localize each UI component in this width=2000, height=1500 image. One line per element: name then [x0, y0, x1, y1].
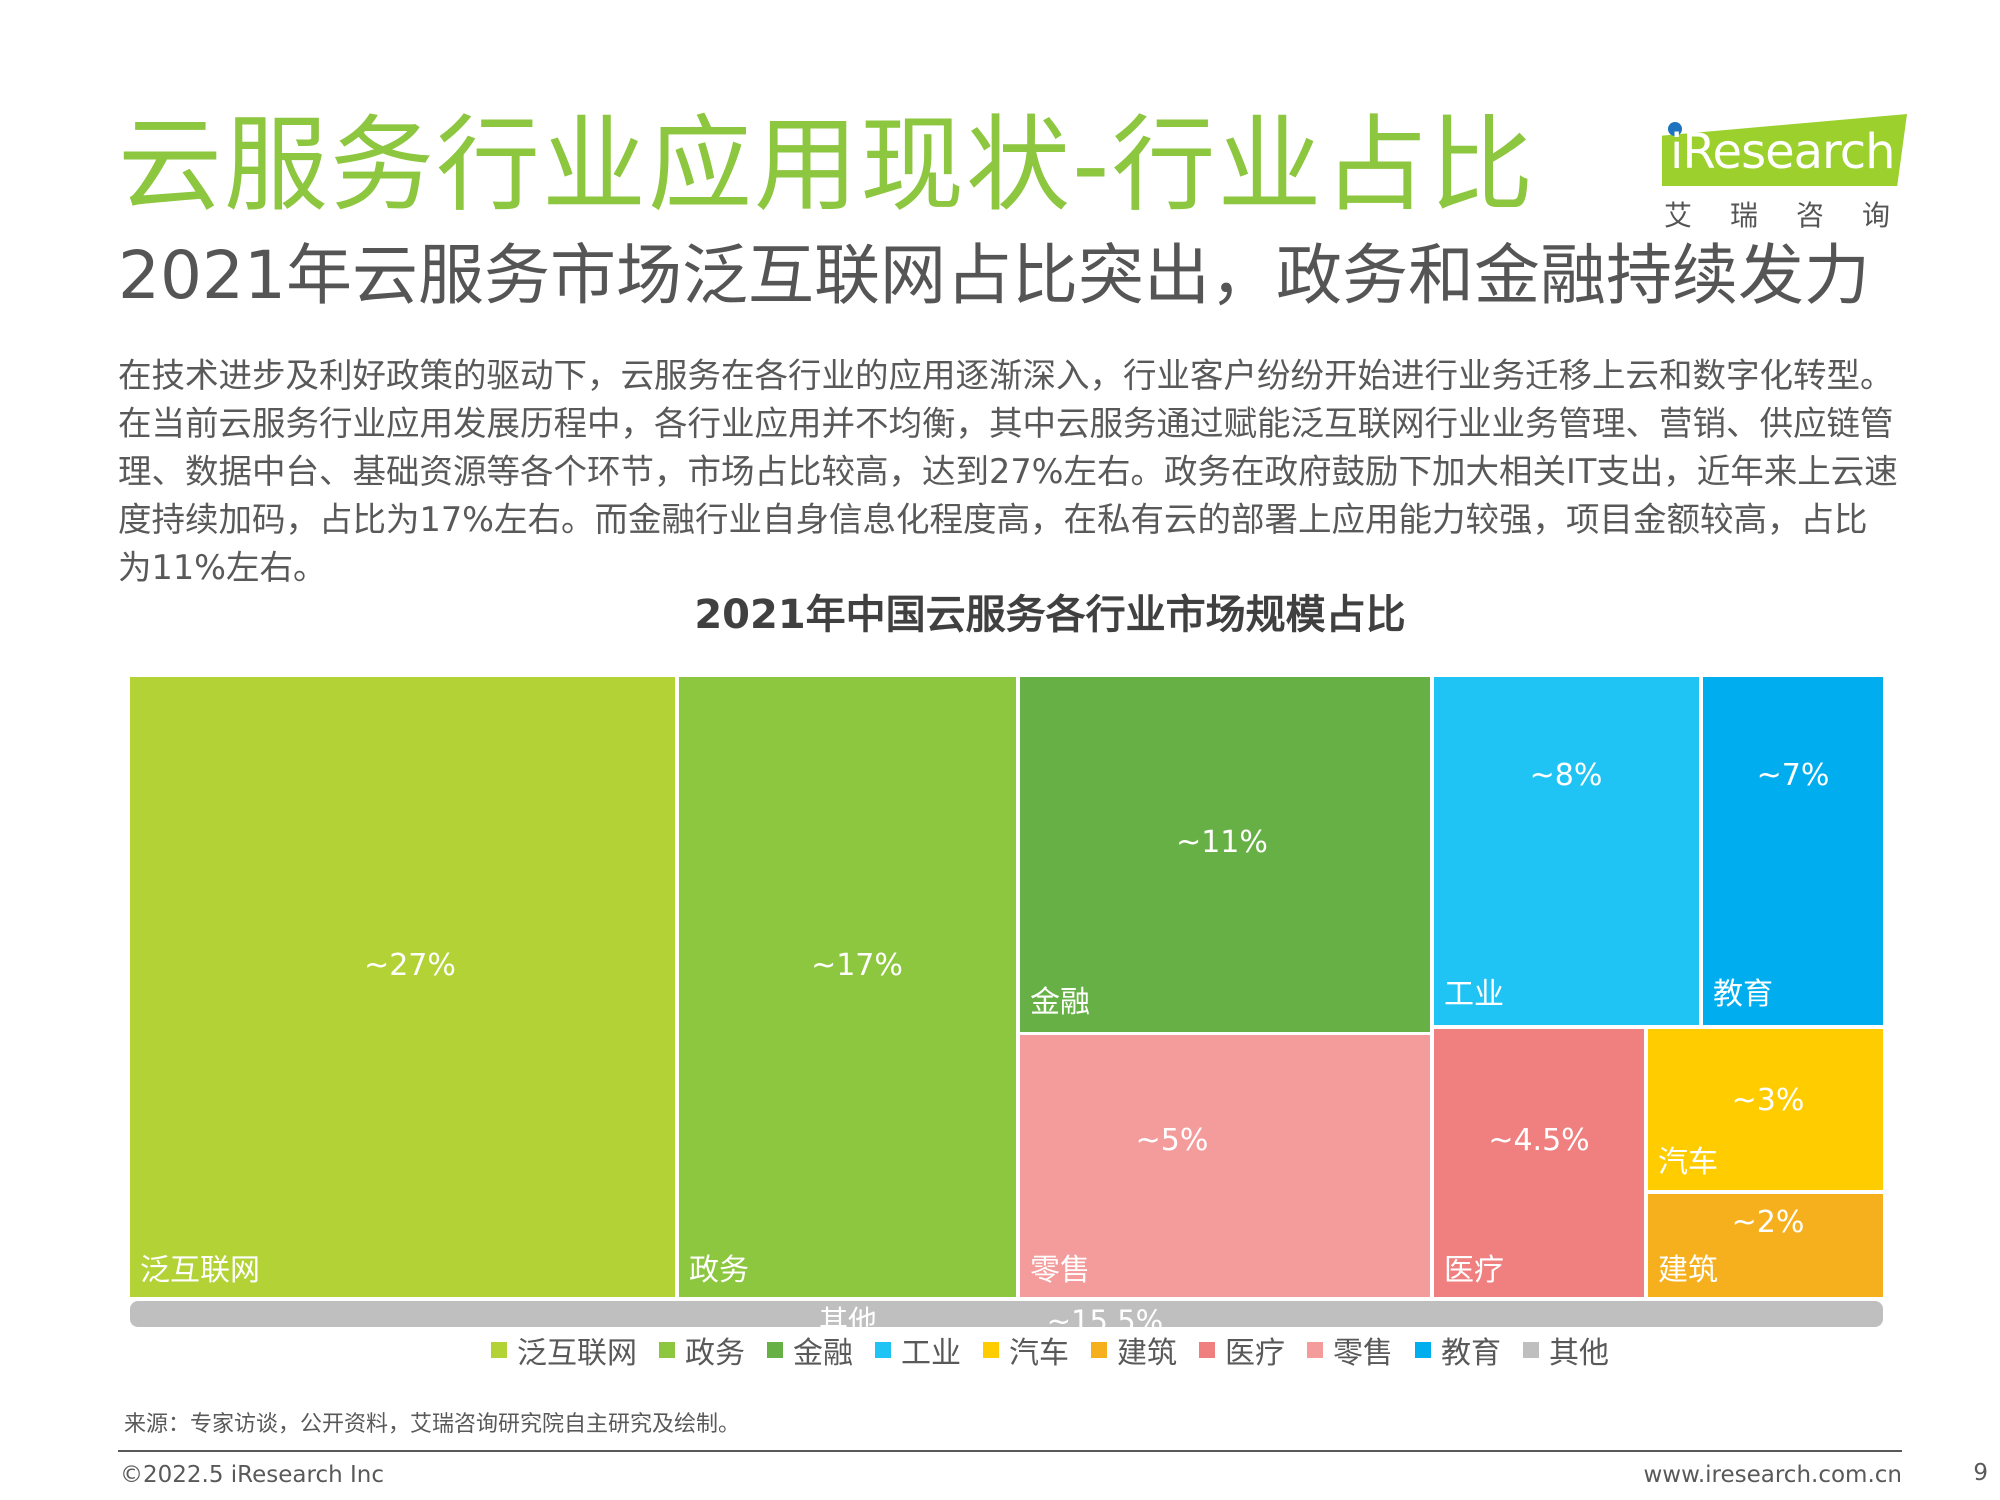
- treemap-tile-金融: [1020, 677, 1430, 1032]
- legend-label: 工业: [901, 1336, 961, 1371]
- legend-swatch: [659, 1342, 675, 1358]
- treemap-tile-工业: [1434, 677, 1699, 1025]
- chart-legend: 泛互联网 政务 金融 工业 汽车 建筑 医疗 零售 教育 其他: [0, 1328, 2000, 1372]
- legend-swatch: [767, 1342, 783, 1358]
- page-number: 9: [1973, 1460, 1988, 1486]
- legend-label: 泛互联网: [517, 1336, 637, 1371]
- legend-label: 金融: [793, 1336, 853, 1371]
- treemap-value-label-政务: ~17%: [811, 948, 903, 983]
- chart-title: 2021年中国云服务各行业市场规模占比: [694, 592, 1406, 638]
- legend-label: 教育: [1441, 1336, 1501, 1371]
- treemap-tile-政务: [679, 677, 1016, 1297]
- legend-item-其他: 其他: [1523, 1328, 1609, 1372]
- iresearch-logo: iResearch 艾瑞咨询: [1660, 106, 1910, 232]
- treemap-value-label-教育: ~7%: [1757, 758, 1830, 793]
- treemap-chart: ~27% 泛互联网 ~17% 政务 ~11% 金融 ~5% 零售 ~8% 工业 ~7% 教育 ~4.5%…: [130, 677, 1883, 1338]
- treemap-value-label-建筑: ~2%: [1732, 1205, 1805, 1240]
- legend-swatch: [1415, 1342, 1431, 1358]
- website: www.iresearch.com.cn: [1643, 1462, 1903, 1488]
- legend-label: 政务: [685, 1336, 745, 1371]
- legend-label: 零售: [1333, 1336, 1393, 1371]
- treemap-name-label-政务: 政务: [689, 1253, 749, 1288]
- treemap-value-label-金融: ~11%: [1176, 825, 1268, 860]
- treemap-name-label-医疗: 医疗: [1444, 1253, 1504, 1288]
- treemap-tile-建筑: [1648, 1194, 1883, 1297]
- legend-item-政务: 政务: [659, 1328, 745, 1372]
- treemap-value-label-其他: ~15.5%: [1047, 1304, 1163, 1338]
- legend-item-工业: 工业: [875, 1328, 961, 1372]
- legend-swatch: [875, 1342, 891, 1358]
- legend-item-泛互联网: 泛互联网: [491, 1328, 637, 1372]
- legend-item-汽车: 汽车: [983, 1328, 1069, 1372]
- logo-text: iResearch: [1670, 124, 1896, 180]
- treemap-value-label-零售: ~5%: [1136, 1123, 1209, 1158]
- legend-swatch: [1307, 1342, 1323, 1358]
- treemap-tile-汽车: [1648, 1029, 1883, 1190]
- legend-swatch: [1523, 1342, 1539, 1358]
- treemap-name-label-泛互联网: 泛互联网: [140, 1253, 260, 1288]
- legend-item-建筑: 建筑: [1091, 1328, 1177, 1372]
- treemap-tile-教育: [1703, 677, 1883, 1025]
- body-paragraph: 在技术进步及利好政策的驱动下，云服务在各行业的应用逐渐深入，行业客户纷纷开始进行…: [118, 356, 1898, 587]
- legend-item-金融: 金融: [767, 1328, 853, 1372]
- treemap-value-label-工业: ~8%: [1530, 758, 1603, 793]
- legend-item-教育: 教育: [1415, 1328, 1501, 1372]
- treemap-value-label-医疗: ~4.5%: [1488, 1123, 1589, 1158]
- page-subtitle: 2021年云服务市场泛互联网占比突出，政务和金融持续发力: [118, 237, 1870, 314]
- treemap-tile-医疗: [1434, 1029, 1644, 1297]
- copyright: ©2022.5 iResearch Inc: [120, 1462, 384, 1488]
- legend-swatch: [983, 1342, 999, 1358]
- legend-swatch: [491, 1342, 507, 1358]
- treemap-value-label-汽车: ~3%: [1732, 1083, 1805, 1118]
- treemap-value-label-泛互联网: ~27%: [364, 948, 456, 983]
- treemap-name-label-教育: 教育: [1713, 977, 1773, 1012]
- treemap-name-label-金融: 金融: [1030, 985, 1090, 1020]
- legend-swatch: [1199, 1342, 1215, 1358]
- legend-swatch: [1091, 1342, 1107, 1358]
- legend-label: 其他: [1549, 1336, 1609, 1371]
- legend-label: 医疗: [1225, 1336, 1285, 1371]
- footer-divider: [118, 1450, 1902, 1452]
- legend-label: 汽车: [1009, 1336, 1069, 1371]
- source-note: 来源：专家访谈，公开资料，艾瑞咨询研究院自主研究及绘制。: [124, 1412, 741, 1437]
- treemap-name-label-建筑: 建筑: [1658, 1253, 1718, 1288]
- logo-dot-icon: [1668, 122, 1682, 136]
- logo-chinese-text: 艾瑞咨询: [1664, 199, 1929, 232]
- treemap-name-label-零售: 零售: [1030, 1253, 1090, 1288]
- treemap-name-label-其他: 其他: [819, 1304, 877, 1338]
- treemap-tile-其他: [130, 1301, 1883, 1327]
- legend-label: 建筑: [1117, 1336, 1177, 1371]
- page-title: 云服务行业应用现状-行业占比: [118, 104, 1536, 226]
- treemap-name-label-汽车: 汽车: [1658, 1145, 1718, 1180]
- treemap-name-label-工业: 工业: [1444, 977, 1504, 1012]
- legend-item-医疗: 医疗: [1199, 1328, 1285, 1372]
- treemap-tile-零售: [1020, 1035, 1430, 1297]
- treemap-tile-泛互联网: [130, 677, 675, 1297]
- legend-item-零售: 零售: [1307, 1328, 1393, 1372]
